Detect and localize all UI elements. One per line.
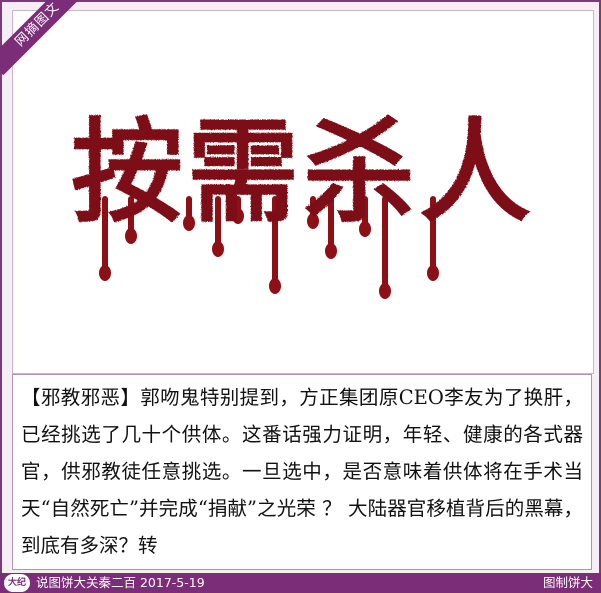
drip-drop-1: [125, 228, 137, 244]
drip-drop-7: [325, 243, 337, 259]
article-body: 【邪教邪恶】郭吻鬼特别提到，方正集团原CEO李友为了换肝，已经挑选了几十个供体。…: [21, 386, 583, 557]
drip-drop-2: [183, 215, 195, 231]
footer-bar: 大纪 说图饼大关秦二百 2017-5-19 图制饼大: [0, 573, 601, 593]
drip-7: [328, 196, 334, 251]
article-panel: 【邪教邪恶】郭吻鬼特别提到，方正集团原CEO李友为了换肝，已经挑选了几十个供体。…: [12, 374, 592, 570]
drip-drop-4: [232, 208, 244, 224]
drip-drop-0: [99, 265, 111, 281]
blood-drip-headline: 按需杀人: [71, 107, 535, 299]
drip-drop-9: [379, 283, 391, 299]
headline-image-panel: 按需杀人: [12, 10, 594, 374]
drip-drop-10: [427, 265, 439, 281]
drip-8: [362, 196, 368, 229]
footer-right-label: 图制饼大: [542, 575, 593, 590]
drip-drop-5: [269, 278, 281, 294]
drip-9: [382, 196, 388, 291]
drip-drop-3: [212, 241, 224, 257]
drip-drop-6: [307, 213, 319, 229]
drip-drop-8: [359, 221, 371, 237]
drip-0: [102, 196, 108, 273]
footer-credit: 说图饼大关秦二百 2017-5-19: [36, 575, 205, 590]
footer-logo: 大纪: [4, 574, 30, 592]
blood-drips: [99, 196, 439, 299]
drip-5: [272, 196, 278, 286]
drip-3: [215, 196, 221, 249]
drip-1: [128, 196, 134, 236]
drip-10: [430, 196, 436, 273]
headline-text: 按需杀人: [71, 107, 535, 238]
